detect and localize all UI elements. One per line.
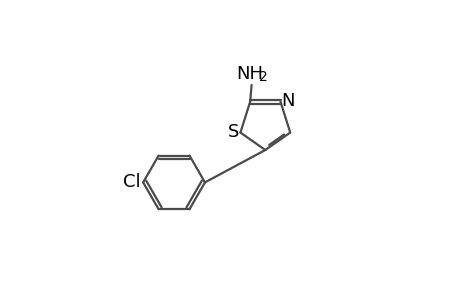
Text: Cl: Cl [122, 173, 140, 191]
Text: S: S [227, 123, 239, 141]
Text: 2: 2 [258, 70, 267, 84]
Text: NH: NH [236, 65, 263, 83]
Text: N: N [280, 92, 294, 110]
